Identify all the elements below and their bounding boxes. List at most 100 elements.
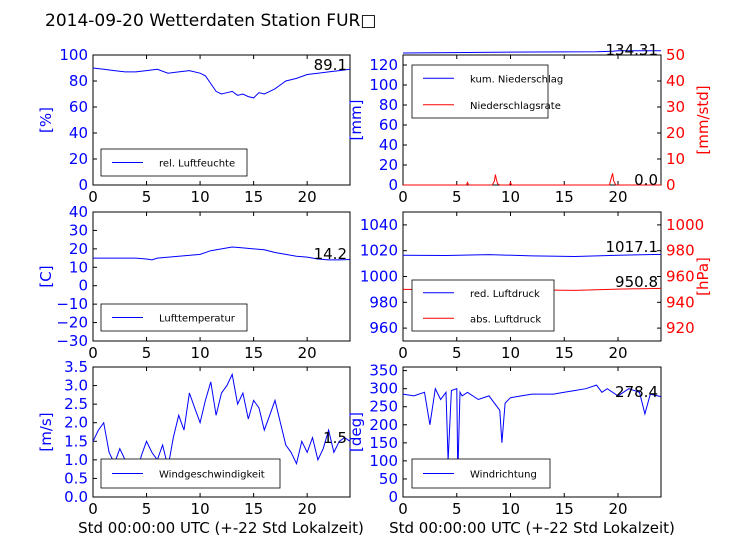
precipitation-series-line-1 xyxy=(403,173,661,186)
pressure-xtick-label: 10 xyxy=(501,344,520,362)
humidity-current-value: 89.1 xyxy=(314,56,347,74)
precipitation-y2tick-label: 30 xyxy=(666,98,685,116)
precipitation-ytick-label: 120 xyxy=(369,56,398,74)
windspeed-xtick-label: 15 xyxy=(244,500,263,518)
windspeed-ylabel: [m/s] xyxy=(37,412,55,451)
winddirection-current-value: 278.4 xyxy=(615,383,658,401)
precipitation-y2tick-label: 0 xyxy=(666,176,676,194)
pressure-legend-box xyxy=(411,279,555,332)
windspeed-ytick-label: 2.5 xyxy=(64,395,88,413)
temperature-legend-label: Lufttemperatur xyxy=(159,314,236,325)
windspeed-ytick-label: 1.5 xyxy=(64,432,88,450)
humidity-series-line-0 xyxy=(92,67,351,99)
humidity-xtick-label: 10 xyxy=(191,188,210,206)
winddirection-ytick-label: 150 xyxy=(369,434,398,452)
humidity-xtick-label: 0 xyxy=(88,188,98,206)
temperature-xtick-label: 20 xyxy=(298,344,317,362)
winddirection-ytick-label: 300 xyxy=(369,380,398,398)
pressure-xtick-label: 15 xyxy=(555,344,574,362)
winddirection-ytick-label: 200 xyxy=(369,416,398,434)
humidity-ytick-label: 40 xyxy=(69,124,88,142)
windspeed-xtick-label: 0 xyxy=(88,500,98,518)
windspeed-xtick-label: 5 xyxy=(142,500,152,518)
pressure-legend-label: abs. Luftdruck xyxy=(470,314,541,325)
temperature-ytick-label: 0 xyxy=(78,277,88,295)
temperature-ytick-label: 10 xyxy=(69,258,88,276)
pressure-y2tick-label: 1000 xyxy=(666,216,704,234)
precipitation-ytick-label: 20 xyxy=(379,156,398,174)
humidity-ytick-label: 80 xyxy=(69,72,88,90)
humidity-legend-label: rel. Luftfeuchte xyxy=(159,159,235,170)
temperature-current-value: 14.2 xyxy=(314,245,347,263)
humidity-ylabel: [%] xyxy=(37,107,55,133)
pressure-y2tick-label: 940 xyxy=(666,293,695,311)
humidity-ytick-label: 60 xyxy=(69,98,88,116)
windspeed-xtick-label: 10 xyxy=(191,500,210,518)
windspeed-ytick-label: 1.0 xyxy=(64,451,88,469)
temperature-ytick-label: −20 xyxy=(56,314,88,332)
pressure-y2tick-label: 960 xyxy=(666,268,695,286)
windspeed-ytick-label: 3.5 xyxy=(64,358,88,376)
pressure-y2label: [hPa] xyxy=(694,257,712,296)
windspeed-xtick-label: 20 xyxy=(298,500,317,518)
pressure-y2tick-label: 920 xyxy=(666,319,695,337)
pressure-ytick-label: 1040 xyxy=(360,216,398,234)
pressure-xtick-label: 5 xyxy=(452,344,462,362)
temperature-ylabel: [C] xyxy=(37,265,55,287)
humidity-xtick-label: 15 xyxy=(244,188,263,206)
precipitation-ytick-label: 60 xyxy=(379,116,398,134)
temperature-ytick-label: −10 xyxy=(56,295,88,313)
winddirection-legend-label: Windrichtung xyxy=(470,470,537,481)
temperature-xtick-label: 10 xyxy=(191,344,210,362)
precipitation-y2tick-label: 20 xyxy=(666,124,685,142)
precipitation-ytick-label: 100 xyxy=(369,76,398,94)
precipitation-xtick-label: 5 xyxy=(452,188,462,206)
pressure-ytick-label: 1020 xyxy=(360,242,398,260)
precipitation-y2tick-label: 10 xyxy=(666,150,685,168)
humidity-xtick-label: 5 xyxy=(142,188,152,206)
winddirection-ytick-label: 100 xyxy=(369,452,398,470)
pressure-legend-label: red. Luftdruck xyxy=(470,289,540,300)
pressure-y2tick-label: 980 xyxy=(666,242,695,260)
precipitation-xtick-label: 15 xyxy=(555,188,574,206)
temperature-ytick-label: 30 xyxy=(69,221,88,239)
precipitation-ytick-label: 80 xyxy=(379,96,398,114)
humidity-xtick-label: 20 xyxy=(298,188,317,206)
windspeed-ytick-label: 0.0 xyxy=(64,488,88,506)
precipitation-legend-label: kum. Niederschlag xyxy=(470,74,563,85)
windspeed-ytick-label: 3.0 xyxy=(64,377,88,395)
pressure-current-value-2: 950.8 xyxy=(615,273,658,291)
winddirection-xtick-label: 0 xyxy=(398,500,408,518)
precipitation-xtick-label: 0 xyxy=(398,188,408,206)
winddirection-ytick-label: 250 xyxy=(369,398,398,416)
precipitation-y2tick-label: 50 xyxy=(666,46,685,64)
precipitation-series-line-0 xyxy=(402,50,661,54)
winddirection-xtick-label: 20 xyxy=(608,500,627,518)
precipitation-legend-label: Niederschlagsrate xyxy=(470,101,561,112)
xlabel-left: Std 00:00:00 UTC (+-22 Std Lokalzeit) xyxy=(78,519,364,537)
winddirection-ytick-label: 50 xyxy=(379,470,398,488)
precipitation-current-value-2: 0.0 xyxy=(634,171,658,189)
temperature-ytick-label: −30 xyxy=(56,332,88,350)
precipitation-current-value: 134.31 xyxy=(606,41,659,59)
winddirection-ylabel: [deg] xyxy=(347,412,365,452)
windspeed-ytick-label: 2.0 xyxy=(64,414,88,432)
temperature-ytick-label: 40 xyxy=(69,203,88,221)
windspeed-legend-label: Windgeschwindigkeit xyxy=(159,470,265,481)
winddirection-ytick-label: 0 xyxy=(388,488,398,506)
pressure-ytick-label: 1000 xyxy=(360,268,398,286)
pressure-xtick-label: 0 xyxy=(398,344,408,362)
precipitation-y2tick-label: 40 xyxy=(666,72,685,90)
precipitation-ytick-label: 0 xyxy=(388,176,398,194)
chart-title: 2014-09-20 Wetterdaten Station FUR□ xyxy=(45,11,376,31)
pressure-xtick-label: 20 xyxy=(608,344,627,362)
pressure-ytick-label: 960 xyxy=(369,319,398,337)
winddirection-xtick-label: 10 xyxy=(501,500,520,518)
humidity-ytick-label: 100 xyxy=(59,46,88,64)
pressure-current-value: 1017.1 xyxy=(606,238,659,256)
precipitation-ytick-label: 40 xyxy=(379,136,398,154)
temperature-xtick-label: 15 xyxy=(244,344,263,362)
temperature-xtick-label: 5 xyxy=(142,344,152,362)
